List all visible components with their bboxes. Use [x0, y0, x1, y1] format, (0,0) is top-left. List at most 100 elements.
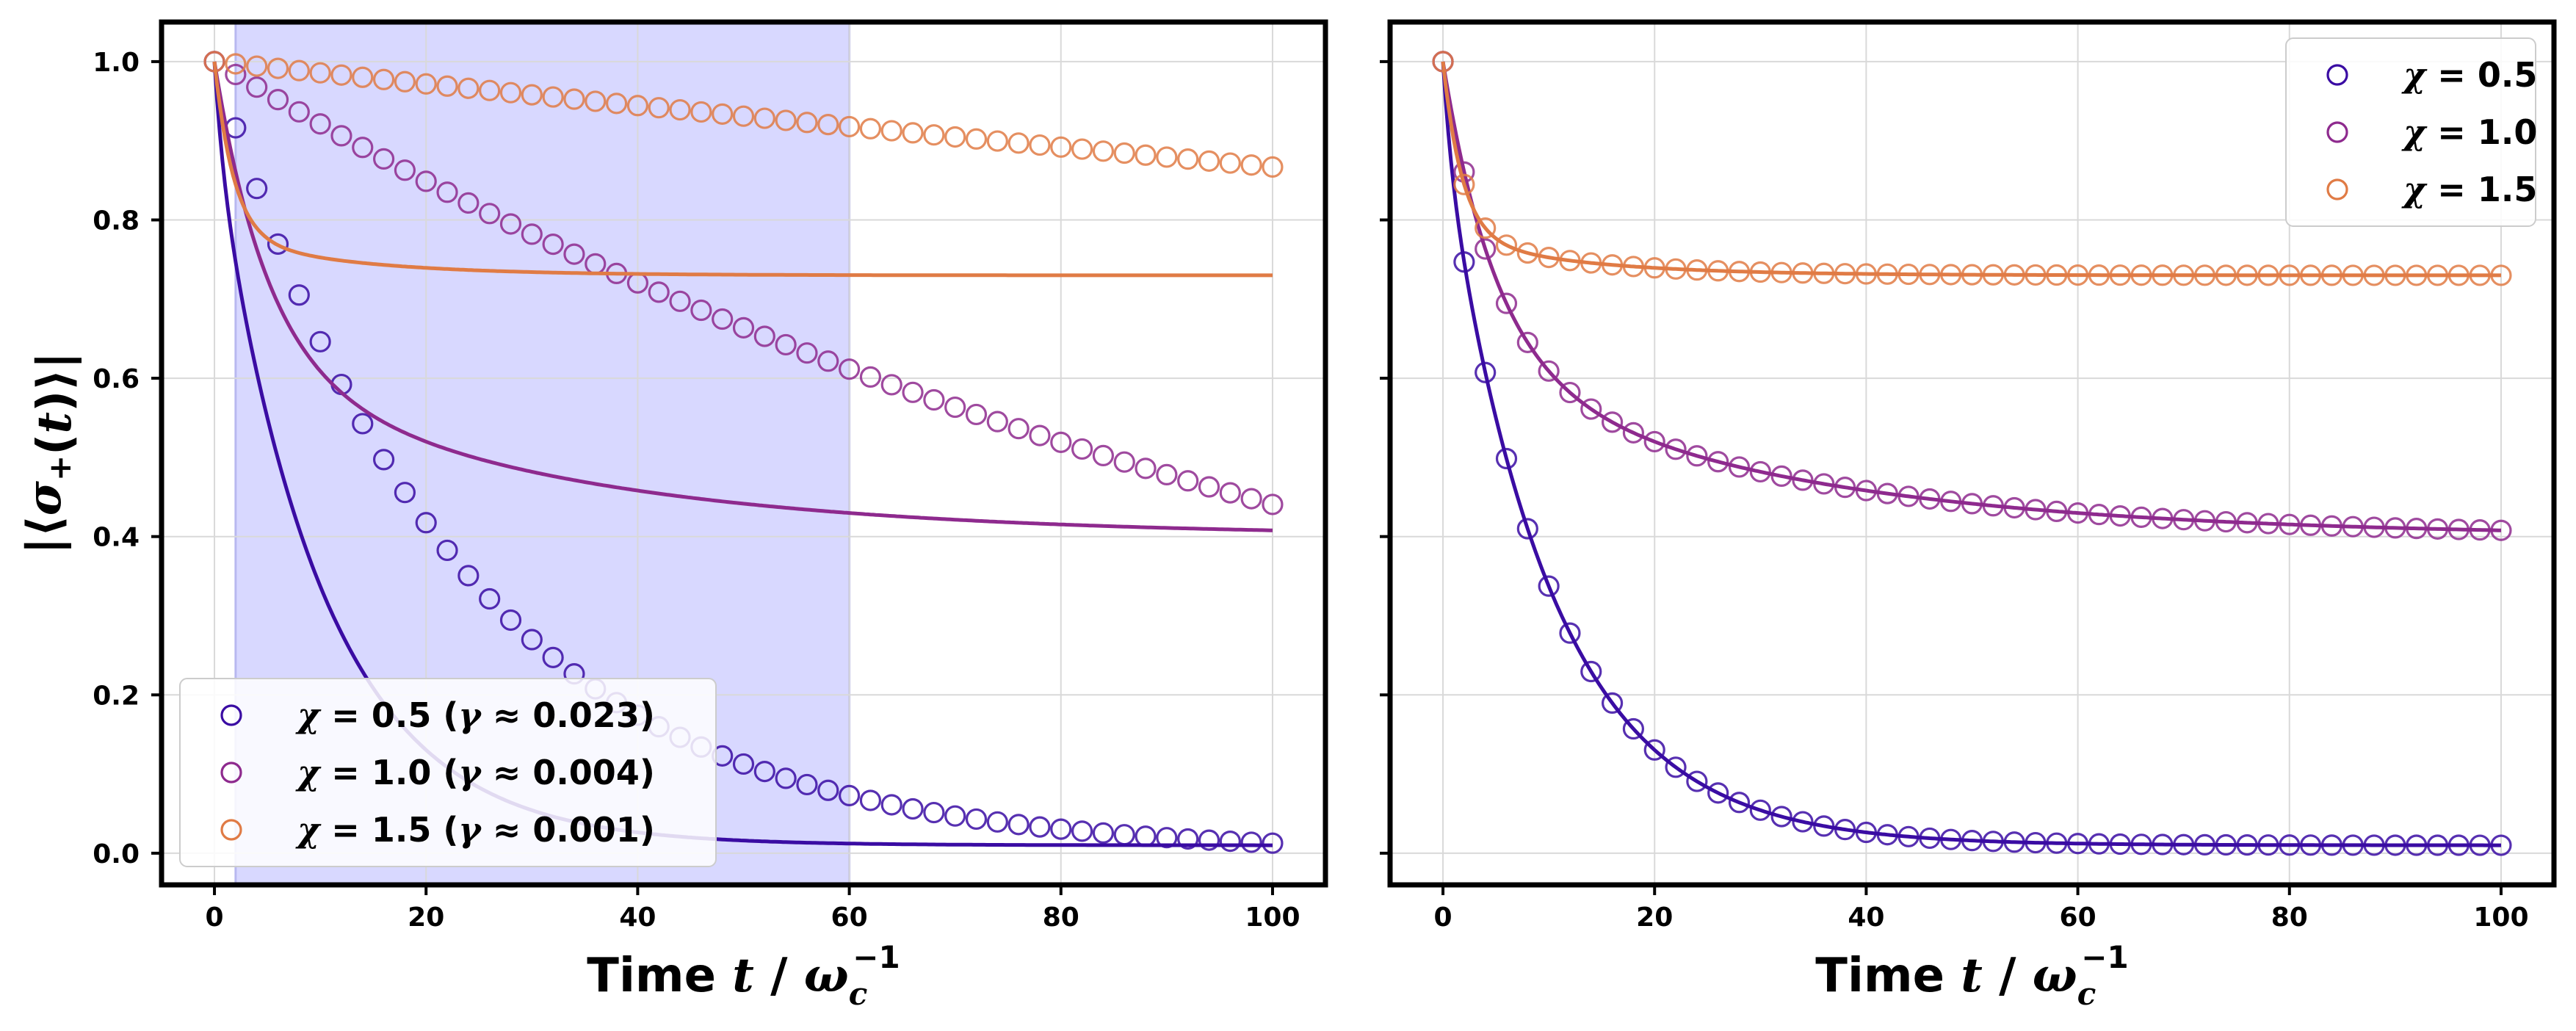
data-point: [2236, 512, 2258, 534]
data-point: [1240, 831, 1262, 853]
data-point: [2279, 264, 2301, 286]
plot-frame: [1387, 19, 2557, 888]
data-point: [1495, 447, 1518, 470]
data-point: [1982, 264, 2004, 286]
data-point: [521, 84, 543, 106]
data-point: [1855, 821, 1878, 844]
data-point: [1961, 493, 1983, 515]
data-point: [902, 122, 924, 144]
data-point: [1198, 476, 1220, 498]
data-point: [2215, 510, 2237, 533]
data-point: [352, 413, 374, 435]
data-point: [2469, 834, 2491, 856]
data-point: [902, 797, 924, 820]
data-point: [1665, 258, 1687, 280]
data-point: [1834, 263, 1856, 285]
data-point: [838, 358, 861, 380]
data-point: [965, 403, 988, 426]
data-point: [1516, 242, 1538, 264]
legend-entry: χ = 1.5 (γ ≈ 0.001): [295, 810, 655, 850]
data-point: [1262, 156, 1284, 178]
data-point: [1834, 819, 1856, 841]
data-point: [2299, 834, 2322, 856]
data-point: [372, 68, 395, 90]
data-point: [859, 117, 882, 140]
data-point: [436, 539, 458, 562]
data-point: [2088, 833, 2110, 855]
data-point: [1940, 264, 1962, 286]
data-point: [986, 130, 1008, 152]
data-point: [1855, 480, 1878, 502]
data-point: [2003, 496, 2025, 519]
data-point: [817, 114, 839, 136]
data-point: [2046, 500, 2068, 522]
data-point: [2279, 834, 2301, 856]
data-point: [2046, 832, 2068, 854]
y-tick-label: 0.8: [93, 206, 140, 236]
data-point: [542, 646, 564, 668]
data-point: [1580, 660, 1602, 683]
data-point: [944, 126, 966, 148]
data-point: [1940, 828, 1962, 850]
y-tick-label: 0.4: [93, 523, 140, 553]
data-point: [1834, 477, 1856, 499]
data-point: [2152, 264, 2174, 286]
legend-entry: χ = 1.5: [2401, 170, 2537, 209]
data-point: [2490, 834, 2512, 856]
data-point: [2469, 519, 2491, 541]
data-point: [246, 76, 268, 98]
data-point: [1050, 431, 1072, 453]
data-point: [2003, 264, 2025, 286]
data-point: [1580, 252, 1602, 274]
data-point: [2193, 264, 2216, 286]
data-point: [352, 137, 374, 159]
data-point: [1982, 831, 2004, 853]
data-point: [1071, 138, 1093, 160]
data-point: [2490, 519, 2512, 541]
data-point: [267, 57, 289, 79]
legend: χ = 0.5 χ = 1.0 χ = 1.5: [2285, 37, 2537, 227]
data-point: [267, 89, 289, 111]
data-point: [1198, 829, 1220, 851]
data-point: [288, 101, 310, 123]
data-point: [479, 203, 501, 225]
data-point: [372, 449, 395, 471]
data-point: [267, 233, 289, 255]
data-point: [1475, 361, 1497, 383]
data-point: [1792, 262, 1814, 284]
x-tick-label: 0: [206, 902, 224, 933]
data-point: [2215, 833, 2237, 856]
series-line-chi-1.0: [1441, 61, 2501, 532]
data-point: [352, 66, 374, 88]
data-point: [499, 213, 522, 235]
data-point: [203, 51, 225, 73]
data-point: [648, 97, 670, 119]
y-tick-label: 0.0: [93, 839, 140, 869]
data-point: [1177, 828, 1199, 850]
data-point: [838, 784, 861, 807]
data-point: [1813, 262, 1835, 284]
data-point: [1071, 438, 1093, 460]
data-point: [1686, 770, 1708, 792]
data-point: [288, 59, 310, 82]
data-point: [563, 88, 585, 110]
data-point: [1156, 463, 1178, 485]
data-point: [1707, 782, 1729, 804]
data-point: [1050, 136, 1072, 158]
data-point: [1559, 381, 1581, 404]
data-point: [1601, 411, 1624, 433]
data-point: [563, 243, 585, 265]
data-point: [1538, 360, 1560, 382]
data-point: [1050, 818, 1072, 840]
data-point: [1792, 811, 1814, 833]
data-point: [1728, 456, 1751, 478]
data-point: [1792, 469, 1814, 491]
data-point: [2109, 264, 2131, 286]
data-point: [1262, 493, 1284, 516]
data-point: [1475, 238, 1497, 260]
data-point: [1559, 250, 1581, 272]
data-point: [1262, 832, 1284, 854]
data-point: [1643, 430, 1665, 453]
data-point: [753, 107, 775, 129]
data-point: [499, 82, 522, 104]
